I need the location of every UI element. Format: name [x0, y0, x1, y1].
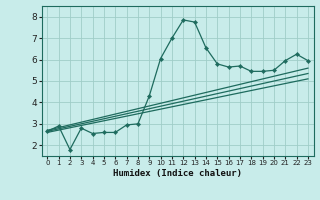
X-axis label: Humidex (Indice chaleur): Humidex (Indice chaleur)	[113, 169, 242, 178]
